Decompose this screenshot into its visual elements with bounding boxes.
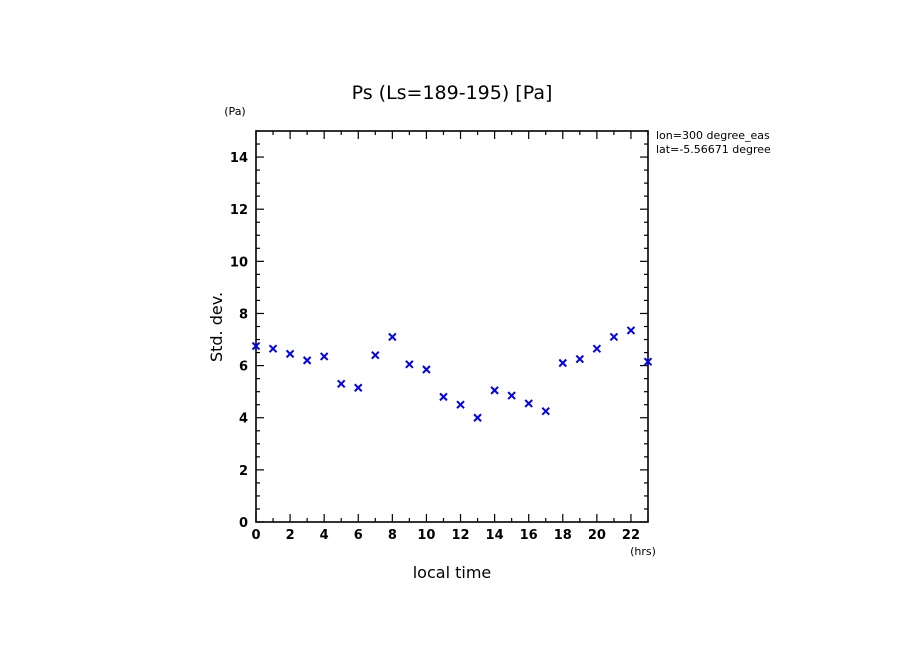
data-point	[592, 344, 602, 353]
y-tick-label: 8	[239, 307, 248, 322]
data-point	[439, 392, 448, 402]
data-point	[524, 399, 533, 408]
data-point	[473, 413, 482, 422]
x-tick-label: 14	[486, 528, 504, 543]
y-tick-label: 2	[239, 464, 248, 479]
data-point	[575, 354, 585, 364]
y-tick-label: 0	[239, 516, 248, 531]
data-point	[337, 379, 346, 389]
y-tick-label: 4	[239, 412, 248, 427]
data-point	[490, 386, 499, 395]
x-tick-label: 22	[622, 528, 640, 543]
data-point	[643, 357, 653, 366]
plot-area: 0 2 4 6 8 10 12 14 16 18 20 22 0 2 4 6 8 10 12 14	[230, 130, 653, 543]
x-tick-label: 0	[251, 528, 260, 543]
data-point	[422, 365, 431, 374]
data-point	[456, 400, 465, 409]
y-tick-label: 6	[239, 360, 248, 375]
data-point	[388, 332, 397, 342]
data-point	[268, 344, 278, 353]
x-tick-label: 6	[354, 528, 363, 543]
data-point	[609, 332, 619, 342]
annotation-lon: lon=300 degree_eas	[656, 129, 770, 142]
data-point	[302, 356, 312, 365]
x-tick-label: 4	[320, 528, 329, 543]
x-tick-label: 12	[451, 528, 469, 543]
x-tick-label: 8	[388, 528, 397, 543]
data-point	[251, 341, 261, 351]
x-tick-label: 16	[520, 528, 538, 543]
x-tick-label: 18	[554, 528, 572, 543]
plot-frame	[255, 130, 649, 523]
data-point	[354, 383, 363, 392]
annotation-clip-mask	[780, 125, 904, 160]
data-point	[558, 358, 567, 368]
data-point	[405, 360, 414, 369]
x-tick-label: 2	[286, 528, 295, 543]
y-tick-label: 12	[230, 203, 248, 218]
data-point	[541, 407, 550, 416]
x-tick-label: 10	[417, 528, 435, 543]
data-point	[626, 326, 636, 335]
x-axis-label: local time	[413, 563, 492, 582]
y-axis-label: Std. dev.	[207, 292, 226, 362]
x-unit-label: (hrs)	[630, 545, 656, 558]
x-tick-label: 20	[588, 528, 606, 543]
y-tick-label: 10	[230, 255, 248, 270]
data-point	[371, 350, 380, 360]
data-point	[507, 391, 516, 400]
data-point	[285, 349, 295, 359]
annotation-lat: lat=-5.56671 degree	[656, 143, 771, 156]
chart-title: Ps (Ls=189-195) [Pa]	[352, 82, 553, 104]
data-point	[319, 352, 329, 361]
y-tick-label: 14	[230, 151, 248, 166]
y-unit-label: (Pa)	[224, 105, 245, 118]
